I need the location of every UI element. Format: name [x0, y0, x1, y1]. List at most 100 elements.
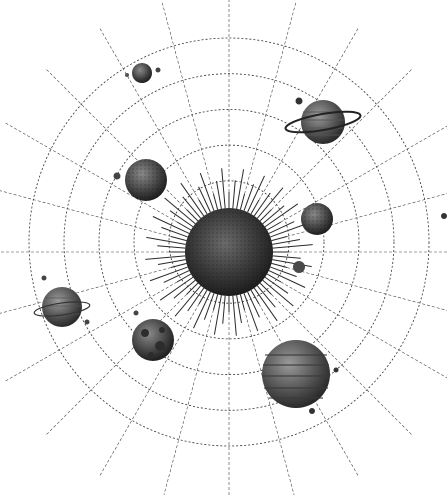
sun-ray — [268, 221, 295, 234]
grid-line — [3, 121, 230, 253]
sun-ray — [173, 279, 196, 299]
orbit-ring — [133, 144, 325, 340]
sun-ray — [272, 259, 312, 268]
sun-ray — [262, 279, 294, 307]
grid-line — [0, 190, 230, 253]
sun-ray — [256, 285, 276, 308]
sun-ray — [180, 182, 205, 217]
sun-ray — [239, 294, 246, 311]
sun-ray — [259, 282, 272, 295]
sun-ray — [169, 210, 194, 228]
grid-line — [228, 125, 447, 253]
sun-ray — [174, 285, 202, 317]
orbit-ring — [63, 73, 395, 411]
sun-ray — [170, 235, 187, 242]
sun-ray — [270, 266, 297, 278]
grid-line — [98, 26, 230, 253]
sun-ray — [158, 259, 186, 265]
sun-ray — [236, 295, 242, 323]
grid-line — [228, 0, 297, 253]
grid-line — [228, 251, 447, 379]
sun-ray — [222, 295, 226, 324]
sun-ray — [212, 193, 219, 210]
sun-ray — [193, 291, 211, 329]
grid-line — [161, 0, 230, 253]
sun-ray — [243, 184, 255, 211]
sun-ray — [221, 168, 226, 209]
sun-ray — [216, 181, 222, 209]
grid-line — [228, 251, 414, 437]
sun-ray — [161, 226, 188, 238]
grid-line — [44, 67, 230, 253]
sun-ray — [256, 187, 284, 219]
sun-ray — [272, 255, 301, 259]
orbit-ring — [28, 37, 430, 447]
grid-line — [228, 251, 447, 311]
sun-ray — [272, 239, 300, 245]
sun-ray — [149, 266, 188, 282]
sun-ray — [198, 199, 208, 215]
sun-ray — [198, 289, 208, 305]
sun-ray — [259, 209, 272, 222]
grid-line — [98, 251, 230, 478]
sun-rays — [145, 168, 313, 336]
sun — [185, 208, 273, 296]
sun-ray — [163, 270, 190, 283]
sun-ray — [187, 287, 205, 312]
sun-ray — [203, 293, 215, 320]
grid-line — [163, 251, 230, 495]
grid-line — [3, 251, 230, 383]
sun-ray — [253, 192, 271, 217]
sun-ray — [247, 175, 265, 213]
sun-ray — [236, 169, 245, 209]
grid-line — [0, 251, 230, 314]
sun-ray — [157, 245, 186, 249]
sun-ray — [268, 270, 306, 288]
sun-ray — [212, 294, 219, 311]
sun-ray — [266, 273, 282, 283]
sun-ray — [146, 236, 186, 245]
sun-ray — [264, 276, 289, 294]
sun-ray — [250, 199, 260, 215]
orbit-ring — [98, 108, 360, 376]
sun-ray — [176, 221, 192, 231]
saturn-like-ringed-planet — [284, 97, 362, 144]
sun-ray — [152, 216, 190, 234]
grid-line — [228, 193, 447, 253]
sun-ray — [266, 221, 282, 231]
sun-ray — [239, 193, 246, 210]
cratered-planet-lower — [132, 310, 174, 361]
sun-ray — [271, 262, 288, 269]
small-moon-top — [125, 63, 161, 83]
ringed-planet-left — [33, 275, 91, 327]
sun-ray — [199, 172, 215, 211]
sun-ray — [170, 262, 187, 269]
grid-line — [228, 67, 414, 253]
sun-ray — [213, 295, 222, 335]
sun-ray — [176, 273, 192, 283]
grid-line — [228, 26, 360, 253]
sun-ray — [247, 291, 260, 318]
sun-ray — [186, 209, 199, 222]
sun-ray — [186, 282, 199, 295]
sun-ray — [164, 197, 196, 225]
sun-ray — [232, 295, 237, 336]
brown-textured-planet — [113, 159, 167, 201]
sun-ray — [182, 196, 202, 219]
sun-ray — [145, 255, 186, 260]
sun-ray — [272, 244, 313, 249]
cratered-planet-right — [293, 203, 447, 273]
gas-giant-lower-right — [262, 340, 339, 414]
sun-ray — [232, 180, 236, 209]
sun-ray — [270, 222, 309, 238]
sun-ray — [253, 287, 278, 322]
sun-ray — [198, 186, 211, 213]
sun-ray — [264, 203, 299, 228]
sun-ray — [243, 293, 259, 332]
sun-ray — [271, 235, 288, 242]
sun-ray — [262, 205, 285, 225]
sun-ray — [250, 289, 260, 305]
sun-ray — [159, 276, 194, 301]
